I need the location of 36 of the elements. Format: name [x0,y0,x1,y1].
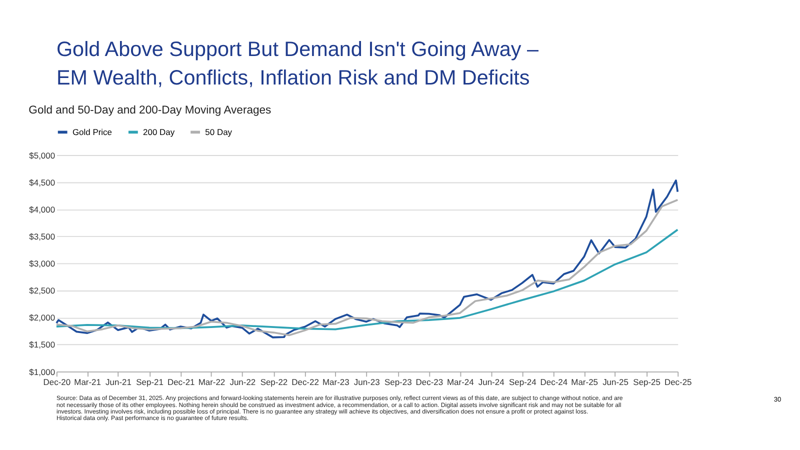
y-tick-label: $2,000 [29,312,56,323]
y-tick-label: $1,500 [29,340,56,350]
y-tick-label: $4,000 [29,204,56,214]
y-tick-label: $5,000 [29,150,56,160]
y-tick-label: $3,500 [29,231,56,242]
legend-label: 200 Day [143,127,176,137]
y-tick-label: $3,000 [29,258,56,269]
x-tick-label: Dec-22 [292,377,320,388]
line-series [56,228,679,330]
x-tick-label: Jun-25 [602,377,629,388]
y-tick-label: $1,000 [29,366,56,377]
chart-subtitle: Gold and 50-Day and 200-Day Moving Averages [28,104,272,117]
x-tick-label: Dec-21 [167,377,196,388]
x-tick-label: Dec-20 [43,377,71,388]
y-tick-label: $2,500 [29,286,56,296]
x-tick-label: Jun-22 [230,377,256,388]
x-tick-label: Dec-25 [664,377,692,388]
x-tick-label: Sep-25 [633,377,661,388]
legend-label: 50 Day [205,127,233,137]
legend-label: Gold Price [72,127,112,137]
chart-title: Gold Above Support But Demand Isn't Going Away – EM Wealth, Conflicts, Inflation Risk and DM Deficits [56,38,539,90]
x-tick-label: Sep-23 [384,377,412,388]
x-tick-label: Sep-24 [508,377,537,388]
x-tick-label: Dec-23 [416,377,444,388]
x-tick-label: Mar-22 [198,377,226,388]
x-tick-label: Sep-22 [260,377,288,388]
x-tick-label: Sep-21 [136,377,164,388]
x-tick-label: Dec-24 [540,377,568,388]
x-tick-label: Mar-23 [322,377,350,388]
x-tick-label: Jun-23 [354,377,380,388]
x-tick-label: Mar-21 [74,377,102,388]
x-tick-label: Mar-25 [571,377,598,388]
x-tick-label: Jun-21 [106,377,132,388]
x-tick-label: Jun-24 [478,377,505,388]
y-tick-label: $4,500 [29,177,56,188]
x-tick-label: Mar-24 [446,377,474,388]
